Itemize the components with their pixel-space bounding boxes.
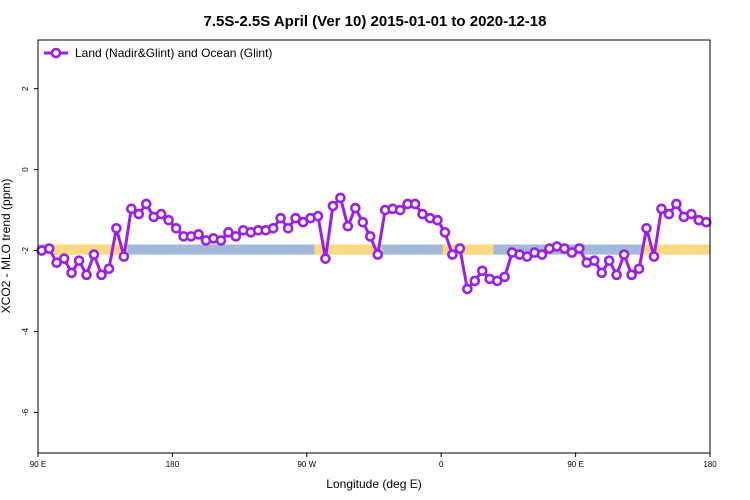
data-point: [297, 216, 309, 228]
land-band-segment: [45, 244, 128, 255]
data-point: [103, 263, 115, 275]
data-point: [372, 249, 384, 260]
y-tick-label: 0: [21, 167, 30, 172]
chart-title: 7.5S-2.5S April (Ver 10) 2015-01-01 to 2…: [204, 13, 547, 30]
data-point: [559, 243, 570, 254]
data-point: [282, 222, 294, 234]
axes: 90 E 180 90 W 0 90 E 180 2 0 -2 -4 -6: [21, 86, 717, 469]
x-tick-label: 180: [166, 460, 180, 469]
data-point: [118, 251, 130, 262]
data-point: [596, 267, 608, 279]
data-point: [588, 255, 600, 266]
x-axis-label: Longitude (deg E): [326, 477, 421, 491]
plot-frame: [37, 39, 711, 454]
data-point: [521, 251, 533, 262]
data-point: [618, 249, 630, 260]
land-band-segment: [642, 244, 710, 255]
data-point: [409, 198, 421, 210]
data-point: [327, 200, 339, 212]
data-point: [43, 243, 55, 254]
data-point: [140, 198, 152, 210]
data-point: [417, 208, 428, 220]
legend: Land (Nadir&Glint) and Ocean (Glint): [44, 46, 272, 60]
legend-marker-swatch: [50, 47, 62, 59]
data-point: [626, 269, 637, 281]
surface-band: [38, 244, 710, 255]
data-point: [656, 203, 667, 215]
data-point: [566, 247, 578, 258]
series-points-layer: [36, 192, 712, 295]
data-point: [58, 253, 70, 264]
x-tick-label: 180: [703, 460, 717, 469]
data-point: [88, 249, 100, 260]
data-point: [364, 231, 376, 242]
y-tick-label: -2: [21, 246, 30, 254]
data-point: [96, 269, 107, 281]
data-point: [215, 235, 227, 246]
data-point: [163, 214, 174, 226]
data-point: [611, 269, 622, 281]
data-point: [357, 216, 369, 228]
data-point: [73, 255, 85, 266]
data-point: [275, 212, 286, 224]
data-point: [66, 267, 77, 279]
data-point: [312, 210, 324, 222]
data-point: [633, 263, 645, 275]
legend-label: Land (Nadir&Glint) and Ocean (Glint): [75, 46, 272, 60]
data-point: [447, 249, 458, 260]
data-point: [454, 243, 466, 254]
data-point: [223, 227, 234, 238]
data-point: [439, 227, 451, 238]
y-axis-label: XCO2 - MLO trend (ppm): [0, 179, 13, 314]
data-point: [469, 275, 481, 287]
data-point: [126, 203, 137, 215]
data-point: [267, 222, 279, 234]
data-point: [663, 208, 675, 220]
data-point: [491, 275, 503, 287]
data-point: [462, 283, 473, 295]
data-point: [476, 265, 488, 277]
data-point: [671, 198, 682, 210]
x-tick-label: 90 E: [30, 460, 46, 469]
x-tick-label: 0: [439, 460, 444, 469]
land-band-segment: [442, 244, 494, 255]
data-point: [350, 202, 361, 214]
data-point: [111, 222, 122, 234]
data-point: [574, 243, 585, 254]
data-point: [133, 208, 145, 220]
data-point: [230, 231, 242, 242]
data-point: [51, 257, 62, 268]
data-point: [432, 214, 443, 226]
data-point: [686, 208, 697, 220]
data-point: [170, 222, 182, 234]
data-point: [193, 229, 204, 240]
data-point: [603, 255, 615, 266]
data-point: [342, 220, 354, 232]
land-band-segment: [314, 244, 382, 255]
data-point: [335, 192, 346, 204]
y-tick-label: 2: [21, 86, 30, 91]
data-point: [155, 208, 167, 220]
x-tick-label: 90 W: [297, 460, 316, 469]
data-point: [394, 204, 406, 216]
x-tick-label: 90 E: [567, 460, 583, 469]
y-tick-label: -6: [21, 408, 30, 416]
data-point: [648, 251, 660, 262]
data-point: [320, 253, 331, 264]
data-point: [81, 269, 92, 281]
data-point: [290, 212, 301, 224]
data-point: [641, 222, 652, 234]
data-point: [536, 249, 548, 260]
y-tick-label: -4: [21, 327, 30, 335]
data-point: [700, 216, 712, 228]
data-point: [499, 271, 510, 283]
